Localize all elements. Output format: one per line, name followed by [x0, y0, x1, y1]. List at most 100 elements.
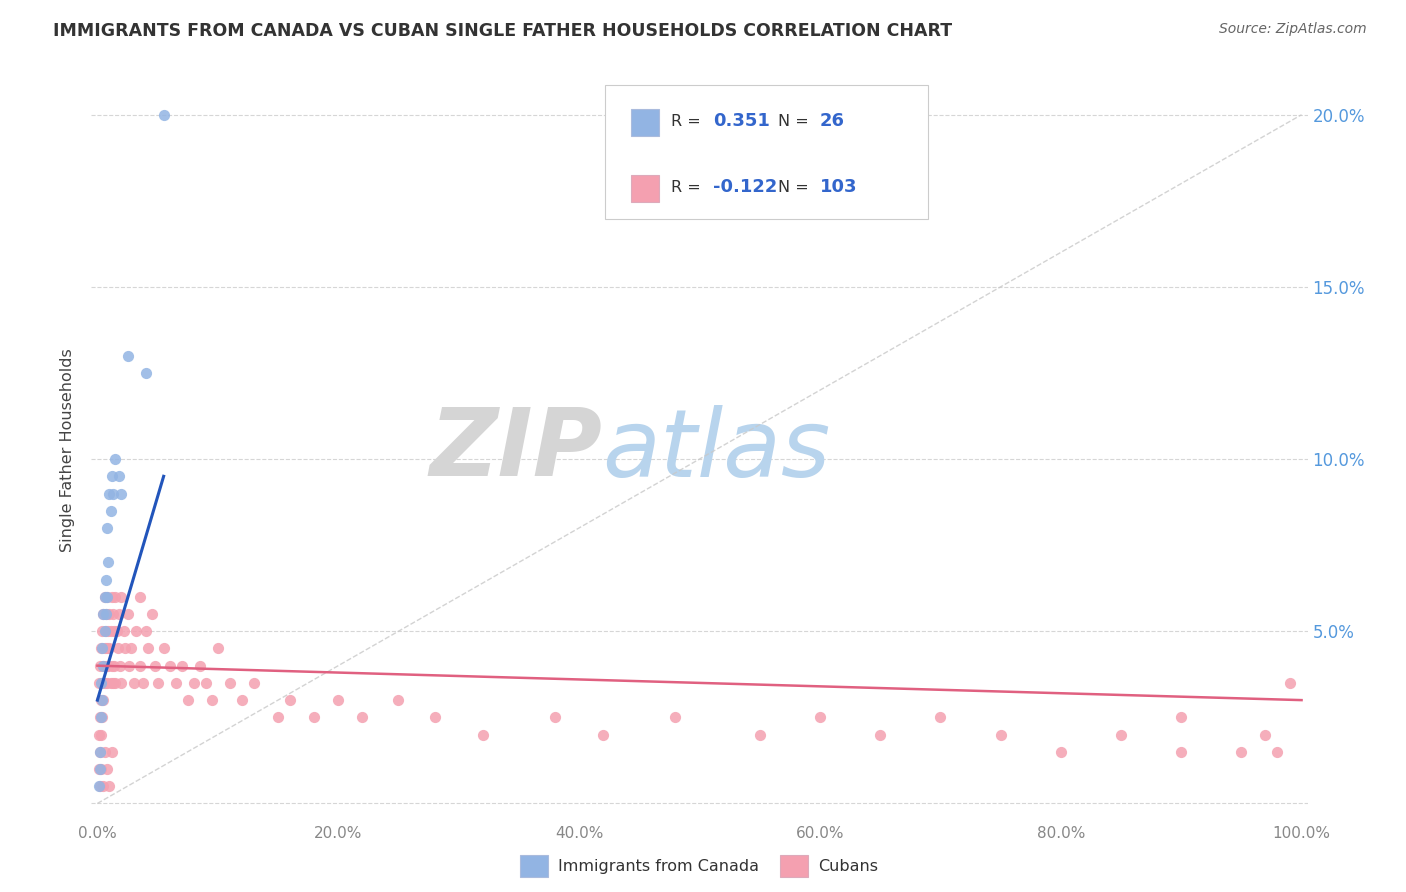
Point [117, 349, 139, 363]
Point [101, 590, 124, 604]
Point [93, 590, 115, 604]
Point [1230, 745, 1253, 759]
Point [98, 607, 121, 621]
Text: 0.351: 0.351 [713, 112, 769, 130]
Point [125, 624, 148, 639]
Point [110, 590, 132, 604]
Text: ZIP: ZIP [429, 404, 602, 497]
Point [89, 745, 111, 759]
Point [90, 693, 112, 707]
Point [104, 590, 127, 604]
Point [101, 486, 124, 500]
Point [1109, 727, 1132, 741]
Point [1278, 676, 1301, 690]
Point [103, 658, 125, 673]
Point [1170, 710, 1192, 724]
Point [93, 624, 115, 639]
Point [118, 658, 141, 673]
Point [87, 676, 110, 690]
Point [201, 693, 224, 707]
Point [93, 658, 115, 673]
Point [110, 658, 132, 673]
Point [159, 658, 181, 673]
Point [96, 762, 118, 776]
Point [120, 641, 142, 656]
Point [135, 624, 157, 639]
Text: N =: N = [778, 180, 808, 194]
Point [278, 693, 301, 707]
Point [104, 452, 127, 467]
Point [990, 727, 1012, 741]
Point [91, 624, 114, 639]
Point [89, 658, 111, 673]
Point [152, 108, 174, 122]
Point [97, 624, 120, 639]
Point [93, 658, 115, 673]
Point [592, 727, 614, 741]
Point [97, 555, 120, 569]
Point [96, 641, 118, 656]
Text: Source: ZipAtlas.com: Source: ZipAtlas.com [1219, 22, 1367, 37]
Point [91, 641, 114, 656]
Point [112, 624, 135, 639]
Point [103, 624, 125, 639]
Point [108, 607, 131, 621]
Point [152, 641, 174, 656]
Point [100, 676, 122, 690]
Point [91, 693, 114, 707]
Point [93, 745, 115, 759]
Point [96, 590, 118, 604]
Point [243, 676, 266, 690]
Text: 103: 103 [820, 178, 858, 196]
Point [352, 710, 374, 724]
Point [90, 676, 112, 690]
Point [132, 676, 155, 690]
Point [93, 676, 115, 690]
Text: Immigrants from Canada: Immigrants from Canada [558, 859, 759, 873]
Point [87, 727, 110, 741]
Point [117, 607, 139, 621]
Y-axis label: Single Father Households: Single Father Households [60, 349, 76, 552]
Point [101, 658, 124, 673]
Point [101, 469, 124, 483]
Point [101, 745, 124, 759]
Point [748, 727, 770, 741]
Point [231, 693, 253, 707]
Point [91, 710, 114, 724]
Point [93, 590, 115, 604]
Point [471, 727, 494, 741]
Point [664, 710, 686, 724]
Point [101, 607, 124, 621]
Point [87, 779, 110, 793]
Point [94, 624, 117, 639]
Point [1049, 745, 1071, 759]
Point [183, 676, 205, 690]
Point [89, 762, 111, 776]
Text: Cubans: Cubans [818, 859, 879, 873]
Point [544, 710, 567, 724]
Point [188, 658, 211, 673]
Point [89, 745, 111, 759]
Point [808, 710, 831, 724]
Point [207, 641, 229, 656]
Text: atlas: atlas [602, 405, 831, 496]
Point [170, 658, 193, 673]
Point [869, 727, 891, 741]
Point [105, 624, 128, 639]
Point [90, 641, 112, 656]
Point [146, 676, 169, 690]
Point [136, 641, 159, 656]
Point [90, 727, 112, 741]
Point [177, 693, 200, 707]
Point [90, 710, 112, 724]
Point [107, 641, 129, 656]
Point [94, 573, 117, 587]
Point [1254, 727, 1277, 741]
Text: -0.122: -0.122 [713, 178, 778, 196]
Point [96, 676, 118, 690]
Point [328, 693, 350, 707]
Point [94, 658, 117, 673]
Point [94, 607, 117, 621]
Point [128, 590, 150, 604]
Point [135, 366, 157, 380]
